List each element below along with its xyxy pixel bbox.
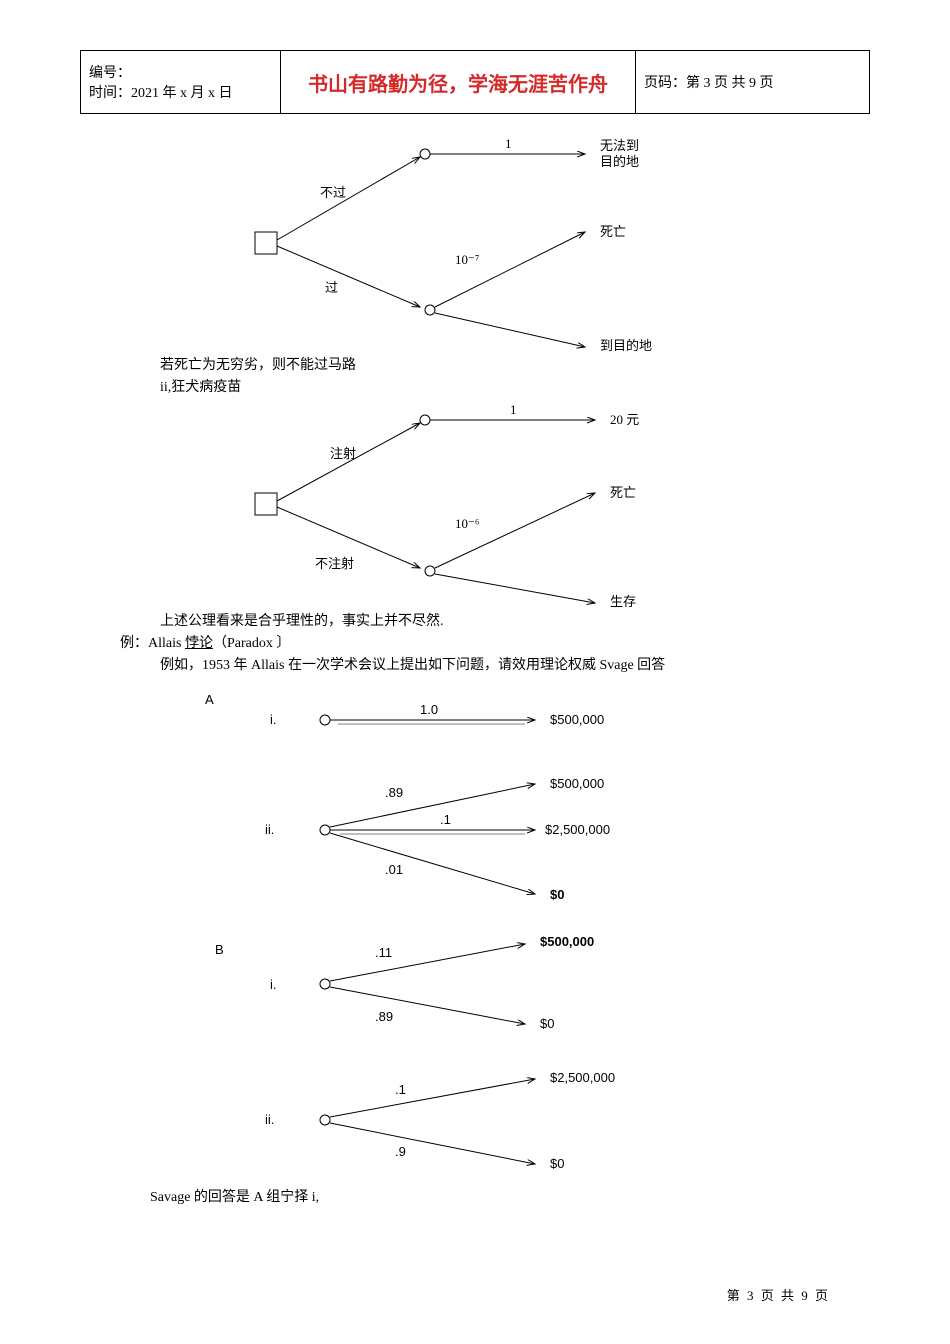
a-ii-label: ii. xyxy=(265,822,274,837)
page-code-label: 页码：第 3 页 共 9 页 xyxy=(644,72,861,92)
savage-answer: Savage 的回答是 A 组宁择 i, xyxy=(150,1186,870,1206)
text-rabies-title: ii,狂犬病疫苗 xyxy=(160,376,870,396)
decision-tree-crossroad: 1 不过 无法到 目的地 过 10⁻⁷ 死亡 到目的地 xyxy=(225,132,725,352)
b-i-out2: $0 xyxy=(540,1016,554,1031)
page-content: 1 不过 无法到 目的地 过 10⁻⁷ 死亡 到目的地 若死亡为无穷劣，则不能过… xyxy=(80,114,870,1206)
out-death2: 死亡 xyxy=(610,485,636,500)
label-inject: 注射 xyxy=(330,446,356,461)
prob-top: 1 xyxy=(505,136,512,151)
out-arrive: 到目的地 xyxy=(600,338,652,352)
header-motto: 书山有路勤为径，学海无涯苦作舟 xyxy=(308,68,608,97)
allais-prefix: 例：Allais xyxy=(120,636,185,651)
b-ii-p2: .9 xyxy=(395,1144,406,1159)
b-ii-out1: $2,500,000 xyxy=(550,1070,615,1085)
out-survive: 生存 xyxy=(610,594,636,608)
out-death: 死亡 xyxy=(600,224,626,239)
allais-desc: 例如，1953 年 Allais 在一次学术会议上提出如下问题，请效用理论权威 … xyxy=(160,654,870,674)
b-ii-out2: $0 xyxy=(550,1156,564,1171)
out-nodest1: 无法到 xyxy=(600,138,639,153)
decision-tree-rabies: 1 注射 20 元 不注射 10⁻⁶ 死亡 生存 xyxy=(225,398,725,608)
a-i-p: 1.0 xyxy=(420,702,438,717)
doc-date-label: 时间：2021 年 x 月 x 日 xyxy=(89,82,272,102)
prob-death: 10⁻⁷ xyxy=(455,252,479,267)
a-i-out: $500,000 xyxy=(550,712,604,727)
a-ii-p1: .89 xyxy=(385,785,403,800)
allais-underlined: 悖论 xyxy=(185,636,213,651)
label-cross: 过 xyxy=(325,280,338,295)
b-ii-p1: .1 xyxy=(395,1082,406,1097)
b-ii-label: ii. xyxy=(265,1112,274,1127)
b-i-p2: .89 xyxy=(375,1009,393,1024)
out-20yuan: 20 元 xyxy=(610,412,639,427)
rabies-p-top: 1 xyxy=(510,402,517,417)
page-footer: 第 3 页 共 9 页 xyxy=(727,1285,830,1304)
allais-group-a: A i. 1.0 $500,000 ii. .89 $500,000 .1 $2… xyxy=(195,684,755,924)
text-crossroad-conclusion: 若死亡为无穷劣，则不能过马路 xyxy=(160,354,870,374)
a-i-label: i. xyxy=(270,712,277,727)
b-i-p1: .11 xyxy=(375,945,392,960)
header-center: 书山有路勤为径，学海无涯苦作舟 xyxy=(281,51,636,113)
header-left: 编号： 时间：2021 年 x 月 x 日 xyxy=(81,51,281,113)
label-noinject: 不注射 xyxy=(315,556,354,571)
rabies-p-mid: 10⁻⁶ xyxy=(455,516,479,531)
a-ii-p2: .1 xyxy=(440,812,451,827)
axiom-remark: 上述公理看来是合乎理性的，事实上并不尽然. xyxy=(160,610,870,630)
b-i-label: i. xyxy=(270,977,277,992)
group-a-label: A xyxy=(205,692,214,707)
b-i-out1: $500,000 xyxy=(540,934,594,949)
allais-group-b: B i. .11 $500,000 .89 $0 ii. .1 $2,500,0… xyxy=(195,924,755,1184)
a-ii-out2: $2,500,000 xyxy=(545,822,610,837)
a-ii-p3: .01 xyxy=(385,862,403,877)
doc-number-label: 编号： xyxy=(89,62,272,82)
label-nocross: 不过 xyxy=(320,185,346,200)
allais-suffix: （Paradox 〕 xyxy=(213,636,290,651)
out-nodest2: 目的地 xyxy=(600,154,639,169)
a-ii-out1: $500,000 xyxy=(550,776,604,791)
page-header: 编号： 时间：2021 年 x 月 x 日 书山有路勤为径，学海无涯苦作舟 页码… xyxy=(80,50,870,114)
allais-title: 例：Allais 悖论（Paradox 〕 xyxy=(120,632,870,652)
a-ii-out3: $0 xyxy=(550,887,564,902)
group-b-label: B xyxy=(215,942,224,957)
header-right: 页码：第 3 页 共 9 页 xyxy=(636,51,869,113)
